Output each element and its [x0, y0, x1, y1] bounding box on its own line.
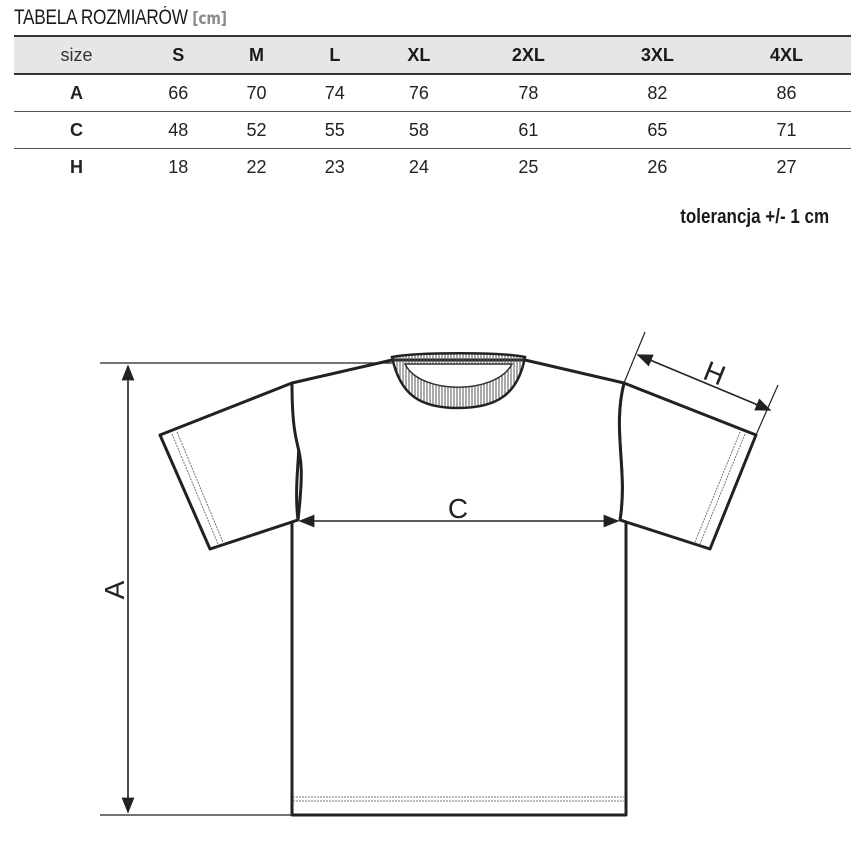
table-cell: 70 [217, 74, 296, 112]
table-cell: 78 [463, 74, 593, 112]
table-cell: 18 [168, 156, 189, 177]
table-cell: 61 [463, 111, 593, 149]
table-row-a: A 66 70 74 76 78 82 86 [14, 74, 851, 112]
table-cell: 74 [295, 74, 374, 112]
table-cell: 26 [647, 156, 668, 177]
table-cell: 66 [139, 74, 218, 112]
header-cell: 3XL [592, 35, 722, 75]
table-cell: 24 [408, 156, 429, 177]
table-cell: 48 [139, 111, 218, 149]
size-table: size S M L XL 2XL 3XL 4XL A 66 70 74 76 78 82 8… [14, 35, 851, 185]
title-text: TABELA ROZMIARÓW [14, 6, 188, 29]
header-cell: M [217, 35, 296, 75]
header-cell: size [14, 35, 140, 75]
row-label: C [14, 111, 140, 149]
table-cell: 55 [295, 111, 374, 149]
table-cell: 23 [324, 156, 345, 177]
table-cell: 65 [592, 111, 722, 149]
table-cell: 82 [592, 74, 722, 112]
header-cell: L [295, 35, 374, 75]
header-row: size S M L XL 2XL 3XL 4XL [14, 35, 851, 75]
table-cell: 86 [721, 74, 851, 112]
table-cell: 27 [776, 156, 797, 177]
dimension-lines [100, 331, 779, 816]
hem-stitching [171, 431, 746, 802]
header-cell: 2XL [463, 35, 593, 75]
table-row-c: C 48 52 55 58 61 65 71 [14, 111, 851, 149]
label-a: A [99, 580, 130, 599]
label-h: H [699, 355, 729, 391]
tshirt-outline [158, 358, 758, 817]
table-cell: 52 [217, 111, 296, 149]
row-label: H [70, 156, 84, 177]
table-cell: 76 [373, 74, 464, 112]
table-cell: 25 [518, 156, 539, 177]
row-label: A [14, 74, 140, 112]
page-title: TABELA ROZMIARÓW [cm] [14, 6, 227, 30]
table-cell: 58 [373, 111, 464, 149]
tolerance-note: tolerancja +/- 1 cm [680, 206, 829, 228]
table-cell: 22 [246, 156, 267, 177]
table-row-h: H 18 22 23 24 25 26 27 [14, 149, 851, 186]
label-c: C [448, 493, 468, 524]
header-cell: S [139, 35, 218, 75]
header-cell: XL [373, 35, 464, 75]
header-cell: 4XL [721, 35, 851, 75]
table-cell: 71 [721, 111, 851, 149]
unit-label: [cm] [192, 9, 227, 29]
